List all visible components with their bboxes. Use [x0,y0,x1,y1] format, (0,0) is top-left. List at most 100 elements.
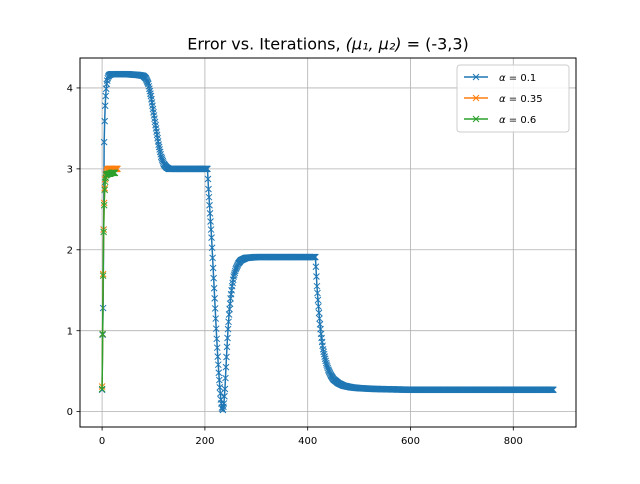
data-point-marker [208,234,215,241]
data-point-marker [314,289,321,297]
title-value: (-3,3) [425,35,469,54]
data-point-marker [222,363,230,371]
data-point-marker [157,150,165,158]
data-point-marker [100,228,107,236]
data-point-marker [221,385,229,393]
data-point-marker [316,315,323,322]
legend-marker [472,94,480,102]
legend-item: α = 0.6 [464,115,536,126]
data-point-marker [207,218,214,225]
plot-series [98,70,557,414]
legend-label-symbol: α [499,115,506,126]
legend-label: α = 0.6 [499,115,536,126]
x-tick-label: 400 [298,436,317,447]
data-point-marker [100,201,108,209]
data-point-marker [214,353,222,360]
data-point-marker [214,361,222,369]
data-point-marker [314,296,322,304]
legend: α = 0.1α = 0.35α = 0.6 [456,64,570,133]
x-tick-label: 200 [195,436,214,447]
data-point-marker [215,376,223,384]
data-point-marker [206,201,213,209]
data-point-marker [208,244,216,252]
data-point-marker [550,386,557,394]
data-point-marker [212,315,220,322]
data-point-marker [313,282,321,290]
chart-title: Error vs. Iterations, (μ₁, μ₂) = (-3,3) [187,35,469,54]
title-prefix: Error vs. Iterations, [187,35,345,54]
series-1 [98,70,557,414]
data-point-marker [204,165,211,173]
legend-marker [472,73,480,81]
data-point-marker [223,343,231,351]
data-point-marker [111,169,119,177]
data-point-marker [205,185,212,193]
data-point-marker [224,334,231,342]
data-point-marker [98,385,106,393]
data-point-marker [98,386,106,394]
data-point-marker [222,374,229,382]
legend-box [456,64,570,133]
data-point-marker [213,344,221,352]
y-tick-label: 2 [67,245,73,256]
legend-marker [472,115,480,123]
series-3 [98,169,119,393]
legend-label-value: = 0.1 [506,73,537,84]
data-point-marker [100,138,108,146]
data-point-marker [210,284,218,292]
data-point-marker [211,294,219,302]
data-point-marker [322,357,330,365]
legend-label-value: = 0.6 [506,115,537,126]
data-point-marker [204,175,212,183]
data-point-marker [315,303,322,310]
title-equals: = [402,35,426,54]
data-point-marker [101,117,109,125]
title-variables: (μ₁, μ₂) [346,35,402,54]
x-tick-label: 0 [99,436,105,447]
data-point-marker [226,300,234,308]
data-point-marker [312,263,320,271]
data-point-marker [220,400,228,407]
data-point-marker [103,77,111,85]
legend-item: α = 0.35 [464,94,543,105]
legend-label-symbol: α [499,73,506,84]
data-point-marker [321,355,329,363]
legend-label-value: = 0.35 [506,94,543,105]
legend-label-symbol: α [499,94,506,105]
data-point-marker [102,92,110,100]
data-point-marker [213,335,221,343]
data-point-marker [321,353,329,360]
data-point-marker [216,383,224,391]
data-point-marker [101,186,109,194]
data-point-marker [99,330,106,338]
series-markers [98,70,557,414]
data-point-marker [205,193,213,201]
legend-item: α = 0.1 [464,73,536,84]
data-point-marker [226,305,233,313]
series-markers [98,169,119,393]
x-tick-label: 800 [504,436,523,447]
legend-label: α = 0.35 [499,94,543,105]
data-point-marker [223,353,230,361]
data-point-marker [209,254,216,262]
y-tick-label: 0 [67,407,73,418]
data-point-marker [312,253,319,261]
data-point-marker [225,318,232,326]
data-point-marker [209,264,217,272]
data-point-marker [215,369,223,377]
data-point-marker [313,273,320,280]
data-point-marker [210,274,217,282]
data-point-marker [99,272,107,280]
x-tick-label: 600 [401,436,420,447]
axes-frame [79,57,577,428]
data-point-marker [225,311,233,318]
data-point-marker [224,325,232,333]
data-point-marker [206,210,214,217]
data-point-marker [101,102,109,110]
data-point-marker [211,305,219,312]
data-point-marker [315,309,323,317]
y-tick-label: 3 [67,164,73,175]
y-tick-label: 4 [67,84,73,95]
